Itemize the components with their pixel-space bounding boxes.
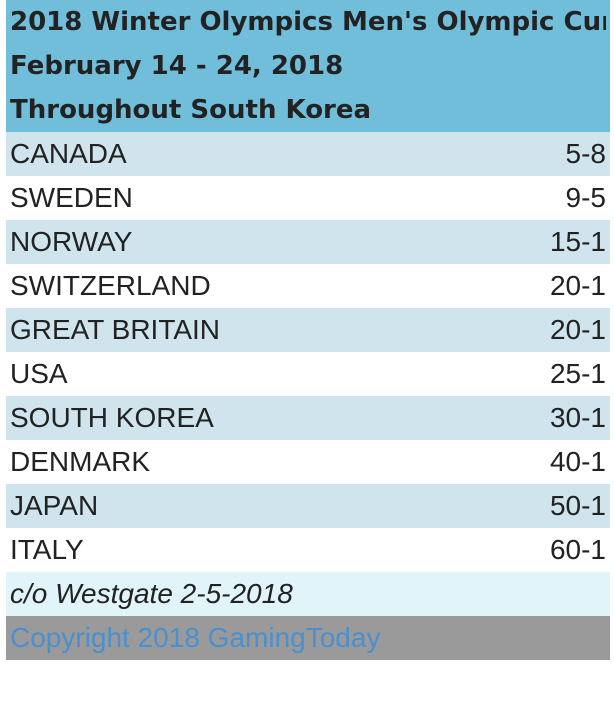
header-line: Throughout South Korea (10, 95, 372, 125)
copyright[interactable]: Copyright 2018 GamingToday (6, 616, 610, 660)
rows: CANADA 5-8 SWEDEN 9-5 NORWAY 15-1 SWITZERLAND 2… (6, 132, 610, 572)
odds: 50-1 (549, 490, 606, 521)
team-name: SOUTH KOREA (10, 402, 214, 433)
header-line: February 14 - 24, 2018 (10, 51, 344, 81)
team-name: USA (10, 358, 68, 389)
odds: 5-8 (565, 138, 606, 169)
odds: 40-1 (549, 446, 606, 477)
table-row: GREAT BRITAIN 20-1 (6, 308, 610, 352)
odds: 30-1 (549, 402, 606, 433)
table-row: ITALY 60-1 (6, 528, 610, 572)
header: 2018 Winter Olympics Men's Olympic Curli… (6, 0, 610, 132)
odds: 60-1 (549, 534, 606, 565)
table-row: CANADA 5-8 (6, 132, 610, 176)
odds: 20-1 (549, 270, 606, 301)
table-row: JAPAN 50-1 (6, 484, 610, 528)
table-row: DENMARK 40-1 (6, 440, 610, 484)
team-name: DENMARK (10, 446, 151, 477)
odds: 20-1 (549, 314, 606, 345)
header-line: 2018 Winter Olympics Men's Olympic Curli… (10, 7, 606, 37)
team-name: SWEDEN (10, 182, 133, 213)
team-name: GREAT BRITAIN (10, 314, 221, 345)
odds: 9-5 (565, 182, 606, 213)
team-name: CANADA (10, 138, 127, 169)
table-row: SWITZERLAND 20-1 (6, 264, 610, 308)
note: c/o Westgate 2-5-2018 (6, 572, 610, 616)
table-row: USA 25-1 (6, 352, 610, 396)
team-name: SWITZERLAND (10, 270, 211, 301)
table-row: NORWAY 15-1 (6, 220, 610, 264)
team-name: NORWAY (10, 226, 133, 257)
odds: 15-1 (549, 226, 606, 257)
team-name: JAPAN (10, 490, 99, 521)
table-row: SWEDEN 9-5 (6, 176, 610, 220)
team-name: ITALY (10, 534, 84, 565)
odds-table: 2018 Winter Olympics Men's Olympic Curli… (6, 0, 610, 660)
odds: 25-1 (549, 358, 606, 389)
table-row: SOUTH KOREA 30-1 (6, 396, 610, 440)
